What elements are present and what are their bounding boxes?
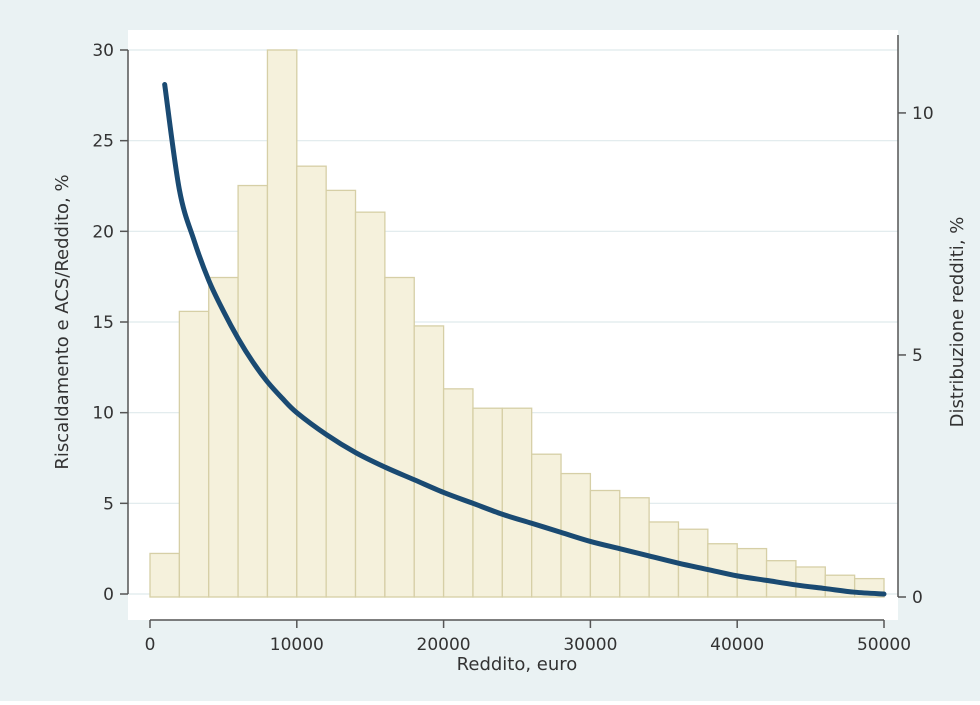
- x-tick-label: 20000: [417, 635, 471, 655]
- y2-tick-label: 0: [912, 588, 923, 608]
- y-tick-label: 0: [103, 585, 114, 605]
- histogram-bar: [266, 49, 298, 598]
- histogram-bar: [384, 276, 415, 598]
- x-tick-label: 0: [145, 635, 156, 655]
- histogram-bar: [413, 325, 445, 598]
- axes: [120, 35, 906, 628]
- x-tick-label: 10000: [270, 635, 324, 655]
- y2-tick-label: 5: [912, 346, 923, 366]
- y-axis-title: Riscaldamento e ACS/Reddito, %: [52, 174, 73, 469]
- histogram-bar: [149, 552, 181, 598]
- histogram-bar: [736, 547, 768, 598]
- y-tick-label: 30: [92, 41, 114, 61]
- histogram-bars: [149, 49, 885, 598]
- histogram-bar: [325, 189, 357, 598]
- y-tick-label: 15: [92, 313, 114, 333]
- y-tick-label: 5: [103, 494, 114, 514]
- histogram-bar: [296, 165, 327, 598]
- histogram-bar: [354, 211, 386, 598]
- y-tick-label: 20: [92, 222, 114, 242]
- y-tick-label: 25: [92, 132, 114, 152]
- histogram-bar: [501, 407, 533, 598]
- histogram-bar: [237, 184, 269, 598]
- y2-tick-label: 10: [912, 104, 934, 124]
- tick-labels: 0 5 10 15 20 25 30 0 5 10 0 10000 20000 30000 40000 500…: [92, 41, 933, 655]
- burden-curve-line: [162, 81, 887, 597]
- x-tick-label: 50000: [857, 635, 911, 655]
- x-tick-label: 40000: [710, 635, 764, 655]
- y-tick-label: 10: [92, 404, 114, 424]
- burden-curve: [162, 81, 887, 597]
- y2-axis-title: Distribuzione redditi, %: [947, 217, 968, 428]
- x-axis-title: Reddito, euro: [457, 654, 578, 675]
- histogram-bar: [178, 310, 210, 598]
- histogram-bar: [795, 566, 826, 598]
- x-tick-label: 30000: [563, 635, 617, 655]
